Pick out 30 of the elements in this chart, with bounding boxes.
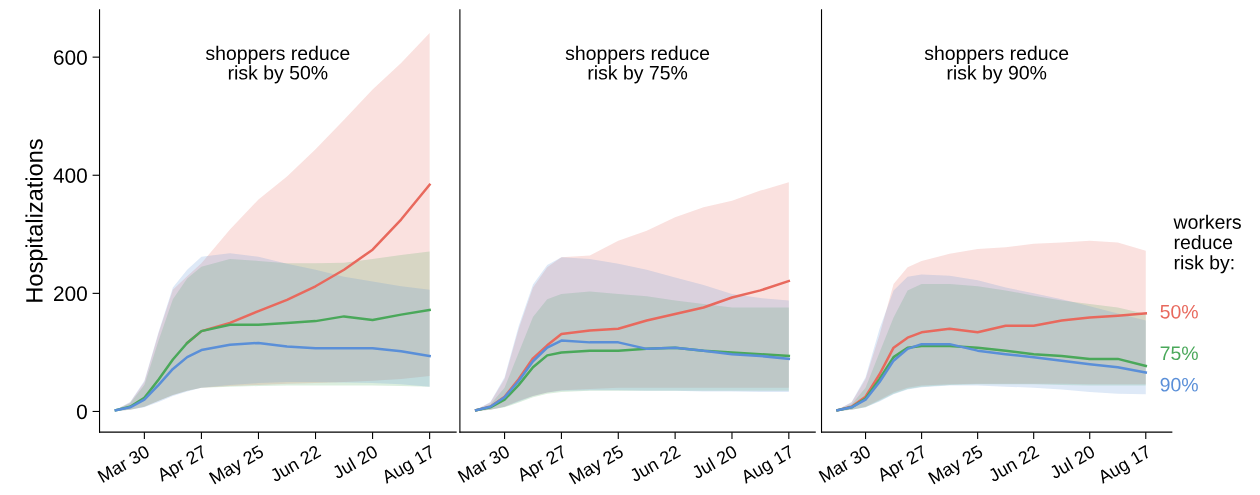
text: shoppers reduce risk by 50% xyxy=(205,45,350,84)
x-tick-label: Jun 22 xyxy=(269,444,322,483)
x-tick-label: Jul 20 xyxy=(690,444,738,480)
legend-title: workers reduce risk by: xyxy=(1173,214,1241,274)
x-tick-label: May 25 xyxy=(208,444,267,488)
x-tick-label: Aug 17 xyxy=(739,444,797,488)
x-tick-label: Aug 17 xyxy=(1096,444,1154,488)
line-series xyxy=(114,341,431,412)
y-axis-title: Hospitalizations xyxy=(25,139,48,302)
series-label: 90% xyxy=(1160,377,1198,392)
x-tick-label: Jun 22 xyxy=(628,444,681,483)
text: shoppers reduce risk by 75% xyxy=(565,45,710,84)
y-tick-label: 400 xyxy=(53,168,87,183)
x-tick-label: Mar 30 xyxy=(97,444,151,483)
x-tick-label: Jun 22 xyxy=(987,444,1040,483)
x-tick-label: Jul 20 xyxy=(331,444,379,480)
x-tick-label: May 25 xyxy=(568,444,627,488)
x-tick-label: Aug 17 xyxy=(380,444,438,488)
y-tick-label: 200 xyxy=(54,286,87,302)
y-tick-label: 600 xyxy=(54,50,87,65)
text: shoppers reduce risk by 90% xyxy=(924,45,1069,84)
x-tick-label: Jul 20 xyxy=(1048,444,1096,480)
x-tick-label: Mar 30 xyxy=(457,444,511,483)
series-label: 75% xyxy=(1160,346,1198,361)
x-tick-label: Apr 27 xyxy=(515,444,570,486)
x-tick-label: Mar 30 xyxy=(818,444,872,483)
y-tick-label: 0 xyxy=(76,404,87,420)
series-label: 50% xyxy=(1160,304,1198,319)
x-tick-label: Apr 27 xyxy=(155,444,210,486)
x-tick-label: May 25 xyxy=(927,444,986,488)
